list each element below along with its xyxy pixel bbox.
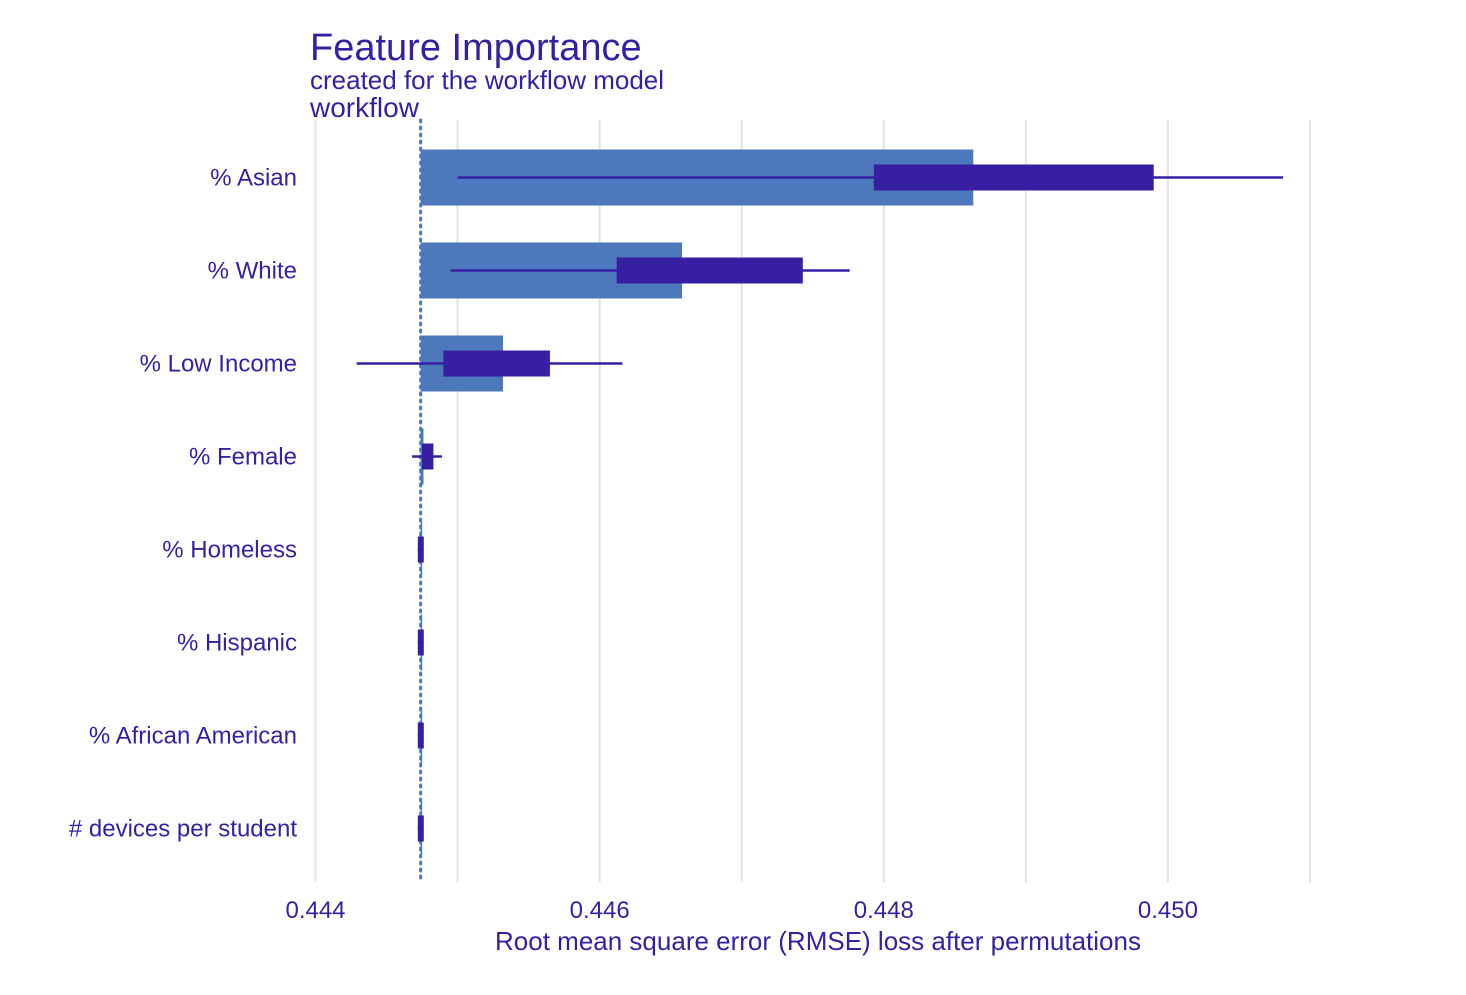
iqr-box <box>417 722 424 749</box>
x-tick-labels: 0.444 0.446 0.448 0.450 <box>285 897 1197 924</box>
iqr-box <box>417 815 424 842</box>
x-tick-label: 0.450 <box>1138 897 1198 924</box>
x-tick-label: 0.448 <box>854 897 914 924</box>
iqr-box <box>417 629 424 656</box>
iqr-box <box>616 257 803 284</box>
x-axis-label: Root mean square error (RMSE) loss after… <box>495 926 1141 956</box>
chart-title: Feature Importance <box>310 27 642 69</box>
iqr-box <box>873 164 1154 191</box>
category-label: % African American <box>89 723 297 750</box>
category-label: # devices per student <box>69 816 297 843</box>
category-label: % Low Income <box>140 351 297 378</box>
grid-lines <box>314 120 1311 882</box>
category-label: % Homeless <box>162 537 297 564</box>
x-tick-label: 0.446 <box>570 897 630 924</box>
chart-subtitle: created for the workflow model <box>310 65 664 95</box>
boxplots <box>356 164 1284 842</box>
facet-label: workflow <box>309 92 420 123</box>
category-label: % White <box>208 258 297 285</box>
category-labels: % Asian % White % Low Income % Female % Home… <box>69 165 297 843</box>
x-tick-label: 0.444 <box>285 897 345 924</box>
category-label: % Hispanic <box>177 630 297 657</box>
category-label: % Asian <box>210 165 297 192</box>
iqr-box <box>417 536 424 563</box>
iqr-box <box>422 443 434 470</box>
iqr-box <box>443 350 550 377</box>
category-label: % Female <box>189 444 297 471</box>
importance-bars <box>420 149 974 857</box>
